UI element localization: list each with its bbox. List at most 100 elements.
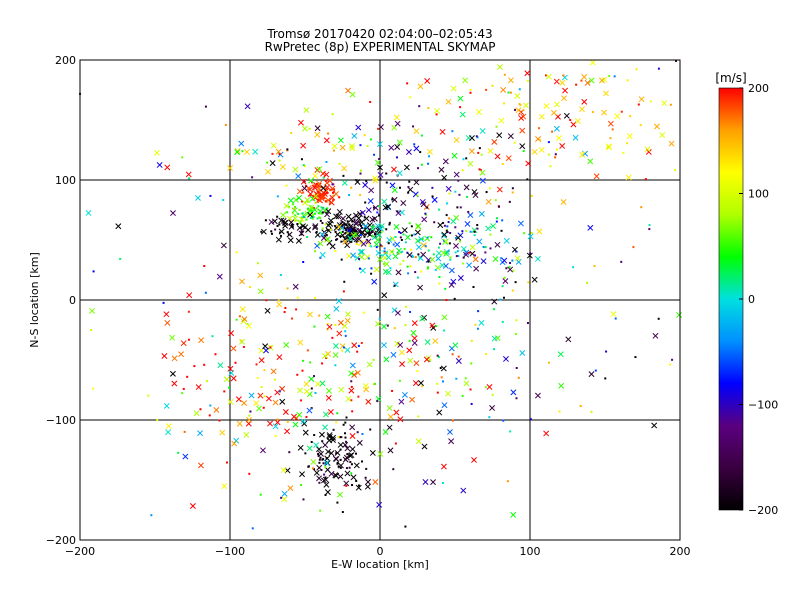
data-point-dot: [270, 230, 273, 233]
colorbar-tick-label: −200: [748, 504, 778, 517]
data-point-dot: [228, 386, 231, 389]
data-point-cross: [399, 361, 406, 368]
data-point-cross: [163, 311, 170, 318]
data-point-dot: [314, 296, 317, 299]
data-point-dot: [156, 418, 159, 421]
data-point-dot: [378, 205, 381, 208]
data-point-cross: [312, 172, 319, 179]
data-point-dot: [274, 434, 277, 437]
data-point-dot: [366, 230, 369, 233]
data-point-cross: [526, 252, 533, 259]
data-point-dot: [363, 134, 366, 137]
data-point-dot: [274, 228, 277, 231]
data-point-cross: [303, 107, 310, 114]
data-point-cross: [393, 114, 400, 121]
data-point-dot: [307, 465, 310, 468]
data-point-cross: [280, 212, 287, 218]
data-point-dot: [448, 242, 451, 245]
data-point-dot: [674, 168, 677, 171]
data-point-dot: [283, 310, 286, 313]
data-point-dot: [280, 496, 283, 499]
data-point-cross: [387, 447, 394, 454]
data-point-cross: [434, 107, 441, 114]
data-point-cross: [314, 231, 321, 238]
data-point-dot: [477, 310, 480, 313]
data-point-dot: [469, 230, 472, 233]
data-point-cross: [303, 388, 310, 395]
data-point-dot: [338, 162, 341, 165]
data-point-dot: [339, 448, 342, 451]
data-point-dot: [351, 410, 354, 413]
data-point-cross: [193, 410, 200, 417]
data-point-dot: [482, 246, 485, 249]
data-point-dot: [278, 159, 281, 162]
data-point-dot: [461, 169, 464, 172]
data-point-dot: [355, 242, 358, 245]
data-point-dot: [301, 212, 304, 215]
data-point-dot: [304, 185, 307, 188]
data-point-dot: [320, 468, 323, 471]
data-point-dot: [622, 151, 625, 154]
data-point-cross: [397, 416, 404, 423]
data-point-dot: [526, 178, 529, 181]
data-point-cross: [296, 387, 303, 394]
data-point-cross: [344, 445, 351, 452]
data-point-dot: [336, 412, 339, 415]
data-point-cross: [236, 420, 243, 427]
data-point-cross: [519, 127, 526, 134]
data-point-cross: [244, 103, 251, 110]
data-point-dot: [554, 156, 557, 159]
data-point-cross: [438, 166, 445, 173]
data-point-dot: [286, 287, 289, 290]
data-point-dot: [485, 88, 488, 91]
data-point-cross: [584, 79, 591, 86]
data-point-cross: [442, 158, 449, 165]
data-point-dot: [265, 299, 268, 302]
data-point-cross: [538, 113, 545, 120]
data-point-dot: [468, 251, 471, 254]
data-point-cross: [270, 142, 277, 149]
data-point-cross: [248, 392, 255, 399]
data-point-dot: [338, 436, 341, 439]
data-point-dot: [608, 74, 611, 77]
data-point-cross: [304, 196, 311, 203]
data-point-dot: [307, 207, 310, 210]
data-point-cross: [257, 272, 264, 279]
data-point-dot: [417, 167, 420, 170]
data-point-dot: [311, 213, 314, 216]
data-point-dot: [295, 308, 298, 311]
data-point-dot: [505, 267, 508, 270]
data-point-cross: [264, 168, 271, 175]
data-point-cross: [316, 475, 322, 482]
data-point-dot: [348, 224, 351, 227]
data-point-cross: [333, 305, 340, 312]
data-point-dot: [501, 219, 504, 222]
data-point-dot: [277, 299, 280, 302]
data-point-dot: [319, 216, 322, 219]
data-point-cross: [437, 222, 444, 229]
data-point-dot: [204, 291, 207, 294]
data-point-cross: [494, 153, 501, 160]
data-point-dot: [311, 210, 314, 213]
data-point-cross: [260, 447, 266, 454]
data-point-dot: [332, 149, 335, 152]
data-point-dot: [298, 208, 301, 211]
data-point-cross: [421, 216, 428, 223]
data-point-cross: [238, 140, 245, 147]
data-point-dot: [445, 214, 448, 217]
data-point-dot: [288, 205, 291, 208]
data-point-cross: [344, 242, 351, 249]
data-point-dot: [305, 218, 308, 221]
data-point-dot: [310, 387, 313, 390]
data-point-dot: [383, 251, 386, 254]
data-point-dot: [427, 162, 430, 165]
data-point-cross: [316, 446, 322, 453]
data-point-dot: [318, 212, 321, 215]
data-point-cross: [455, 234, 462, 241]
data-point-cross: [378, 124, 384, 131]
data-point-cross: [676, 312, 683, 318]
data-point-cross: [332, 343, 339, 349]
data-point-cross: [322, 476, 329, 483]
data-point-dot: [349, 232, 352, 235]
data-point-cross: [234, 149, 241, 156]
